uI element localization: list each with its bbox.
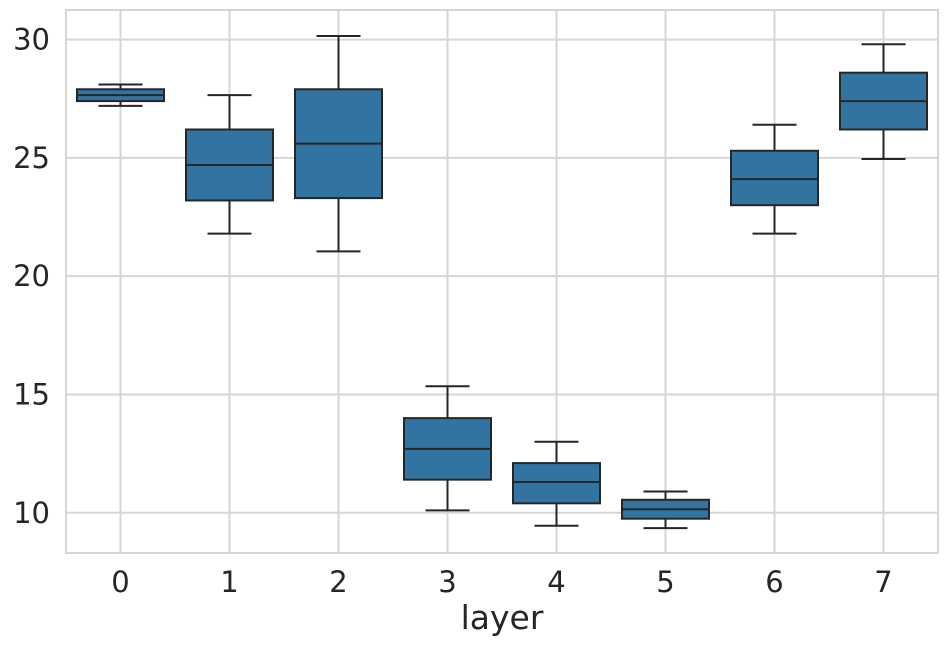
x-tick-label-3: 3 <box>438 565 456 599</box>
y-tick-label-25: 25 <box>13 141 50 175</box>
box-layer-5 <box>621 490 710 530</box>
x-tick-label-6: 6 <box>765 565 783 599</box>
box-layer-3 <box>403 385 492 512</box>
x-tick-label-1: 1 <box>220 565 238 599</box>
box-layer-1 <box>185 94 274 235</box>
box-layer-2 <box>294 35 383 253</box>
iqr-box <box>512 462 601 505</box>
x-tick-label-4: 4 <box>547 565 565 599</box>
x-axis-label: layer <box>461 598 544 637</box>
iqr-box <box>730 149 819 207</box>
box-layer-0 <box>76 83 165 107</box>
x-tick-label-5: 5 <box>656 565 674 599</box>
y-tick-label-10: 10 <box>13 496 50 530</box>
box-layer-4 <box>512 440 601 527</box>
y-tick-label-30: 30 <box>13 23 50 57</box>
box-layer-6 <box>730 123 819 235</box>
y-tick-label-20: 20 <box>13 259 50 293</box>
x-tick-label-7: 7 <box>874 565 892 599</box>
x-tick-label-2: 2 <box>329 565 347 599</box>
plot-border <box>65 9 939 554</box>
box-layer-7 <box>839 43 928 161</box>
y-tick-label-15: 15 <box>13 377 50 411</box>
x-tick-label-0: 0 <box>111 565 129 599</box>
